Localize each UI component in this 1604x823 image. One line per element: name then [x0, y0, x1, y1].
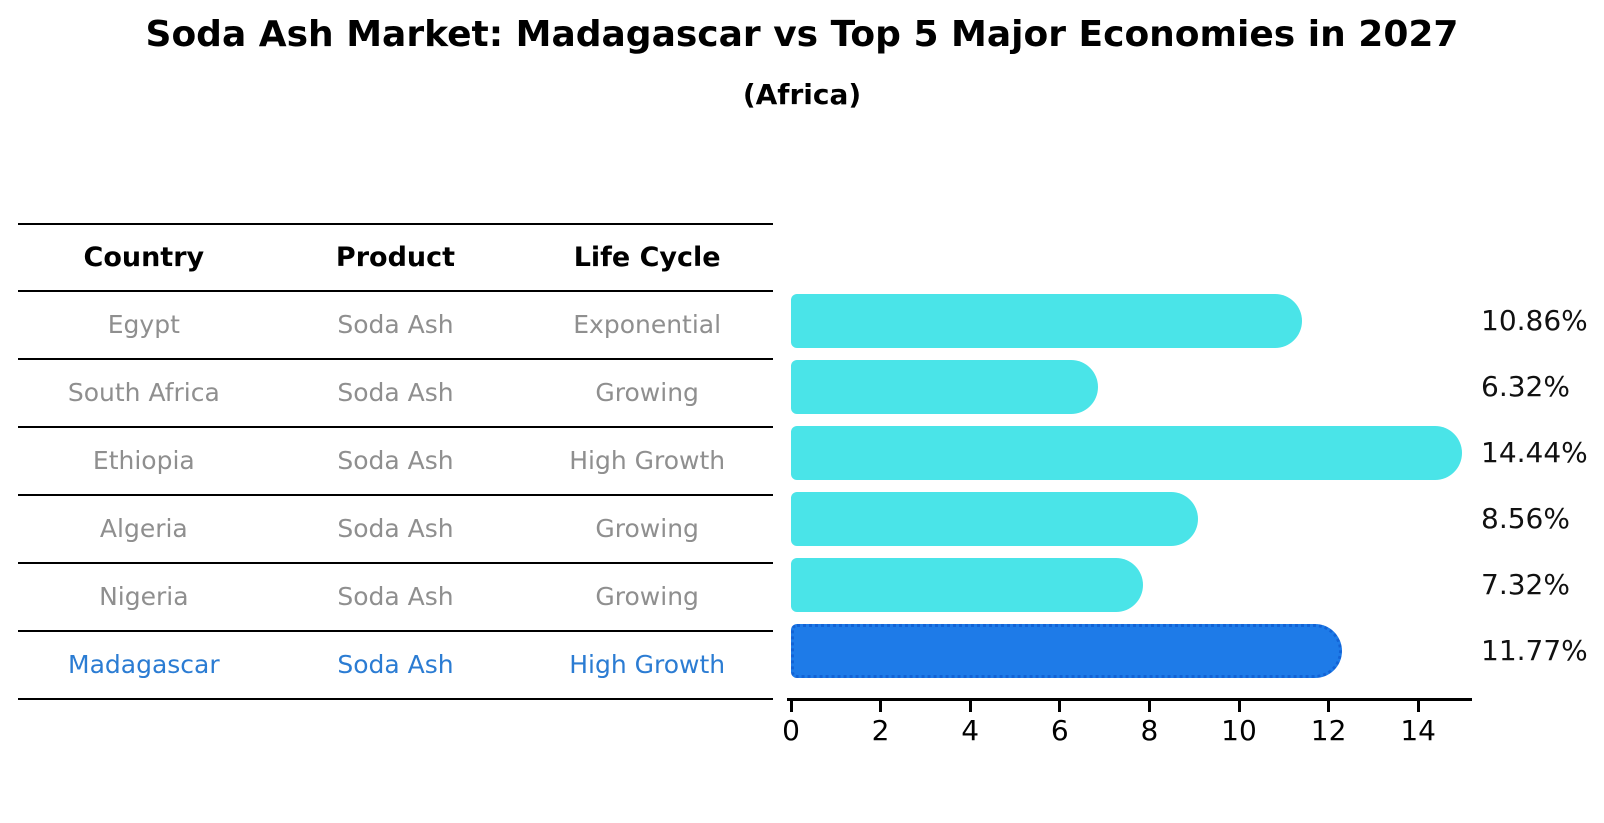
table-body: Egypt Soda Ash Exponential South Africa Soda…: [18, 290, 773, 698]
bar-value-label: 11.77%: [1481, 634, 1588, 667]
cell-life-cycle: High Growth: [569, 650, 726, 680]
table-row: Algeria Soda Ash Growing: [18, 494, 773, 562]
column-header-product: Product: [335, 241, 456, 273]
x-tick-label: 14: [1400, 714, 1437, 747]
cell-product: Soda Ash: [337, 310, 454, 340]
table-header-row: Country Product Life Cycle: [18, 223, 773, 290]
table-row: Egypt Soda Ash Exponential: [18, 290, 773, 358]
bar-algeria: [791, 492, 1198, 546]
bar-value-label: 8.56%: [1481, 502, 1570, 535]
table-row: Ethiopia Soda Ash High Growth: [18, 426, 773, 494]
cell-product: Soda Ash: [337, 650, 454, 680]
cell-country: Nigeria: [99, 582, 189, 612]
cell-country: Ethiopia: [92, 446, 195, 476]
cell-life-cycle: Growing: [595, 378, 699, 408]
cell-life-cycle: High Growth: [569, 446, 726, 476]
cell-life-cycle: Growing: [595, 582, 699, 612]
bar-value-label: 7.32%: [1481, 568, 1570, 601]
x-tick-label: 10: [1221, 714, 1257, 747]
cell-country: Algeria: [99, 514, 188, 544]
bar-nigeria: [791, 558, 1143, 612]
x-tick-label: 2: [871, 714, 890, 747]
x-tick-label: 12: [1310, 714, 1347, 747]
table-row: South Africa Soda Ash Growing: [18, 358, 773, 426]
cell-life-cycle: Exponential: [573, 310, 722, 340]
bar-egypt: [791, 294, 1302, 348]
bar-south-africa: [791, 360, 1098, 414]
x-tick: [1416, 701, 1420, 712]
x-tick: [1327, 701, 1331, 712]
x-tick: [968, 701, 972, 712]
country-table: Country Product Life Cycle Egypt Soda Ash…: [18, 223, 773, 700]
x-tick-label: 0: [782, 714, 800, 747]
x-axis: [787, 698, 1472, 701]
bar-madagascar: [791, 624, 1342, 678]
chart-subtitle: (Africa): [742, 78, 862, 111]
cell-product: Soda Ash: [337, 514, 454, 544]
x-tick-label: 8: [1140, 714, 1159, 747]
bar-ethiopia: [791, 426, 1462, 480]
table-row: Nigeria Soda Ash Growing: [18, 562, 773, 630]
x-tick-label: 6: [1050, 714, 1069, 747]
column-header-life-cycle: Life Cycle: [573, 241, 721, 273]
x-tick: [789, 701, 793, 712]
x-tick-label: 4: [961, 714, 980, 747]
cell-life-cycle: Growing: [595, 514, 699, 544]
cell-product: Soda Ash: [337, 446, 454, 476]
bar-value-label: 6.32%: [1481, 370, 1570, 403]
column-header-country: Country: [83, 241, 205, 273]
cell-product: Soda Ash: [337, 378, 454, 408]
chart-title: Soda Ash Market: Madagascar vs Top 5 Maj…: [145, 14, 1459, 55]
x-tick: [1058, 701, 1062, 712]
bar-value-label: 14.44%: [1481, 436, 1588, 469]
x-tick: [1237, 701, 1241, 712]
cell-country: Egypt: [107, 310, 180, 340]
x-tick: [1147, 701, 1151, 712]
cell-country: Madagascar: [68, 650, 220, 680]
table-row: Madagascar Soda Ash High Growth: [18, 630, 773, 698]
bar-value-label: 10.86%: [1481, 304, 1588, 337]
cell-product: Soda Ash: [337, 582, 454, 612]
x-tick: [879, 701, 883, 712]
cell-country: South Africa: [67, 378, 220, 408]
